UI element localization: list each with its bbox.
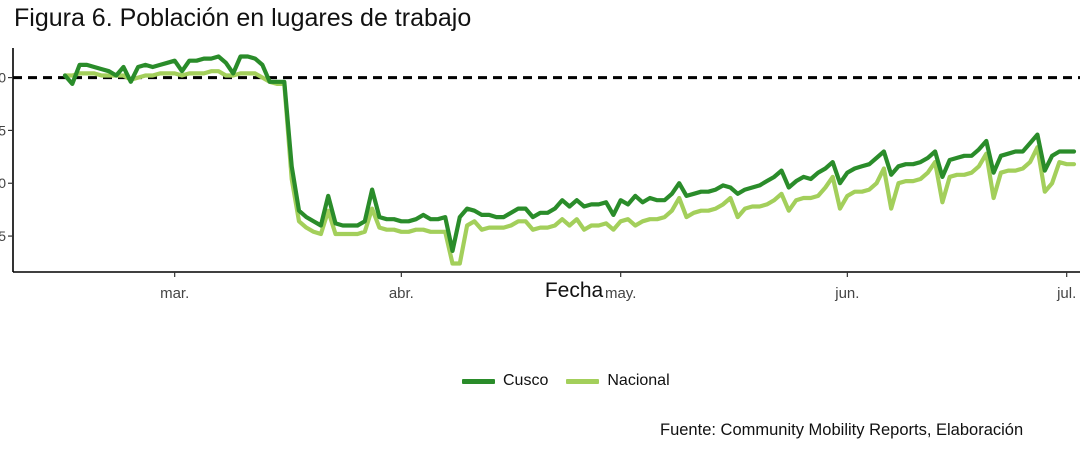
y-tick-label: -25 (0, 122, 6, 138)
y-ticks: -75 -50 -25 0 (0, 70, 13, 244)
legend-item-nacional: Nacional (566, 372, 670, 390)
chart-title: Figura 6. Población en lugares de trabaj… (14, 4, 472, 32)
x-tick-label: may. (605, 285, 636, 302)
series-line-cusco (62, 54, 1077, 253)
legend-label-cusco: Cusco (503, 372, 549, 389)
x-tick-label: jul. (1056, 285, 1076, 302)
legend-label-nacional: Nacional (607, 372, 670, 389)
series-layer (62, 54, 1077, 266)
x-tick-label: abr. (389, 285, 414, 302)
y-tick-label: -75 (0, 228, 6, 244)
x-axis-title: Fecha (545, 279, 604, 302)
source-note: Fuente: Community Mobility Reports, Elab… (660, 421, 1024, 439)
legend-swatch-cusco (462, 378, 495, 384)
x-tick-label: mar. (160, 285, 189, 302)
legend-item-cusco: Cusco (462, 372, 548, 390)
line-chart: -75 -50 -25 0 mar. abr. may. jun. jul. Fecha (0, 48, 1080, 302)
series-line-nacional (62, 69, 1077, 266)
x-ticks: mar. abr. may. jun. jul. (160, 272, 1076, 302)
legend-swatch-nacional (566, 378, 600, 384)
x-tick-label: jun. (834, 285, 859, 302)
y-tick-label: -50 (0, 175, 6, 191)
legend: Cusco Nacional (462, 372, 670, 390)
y-tick-label: 0 (0, 70, 6, 86)
